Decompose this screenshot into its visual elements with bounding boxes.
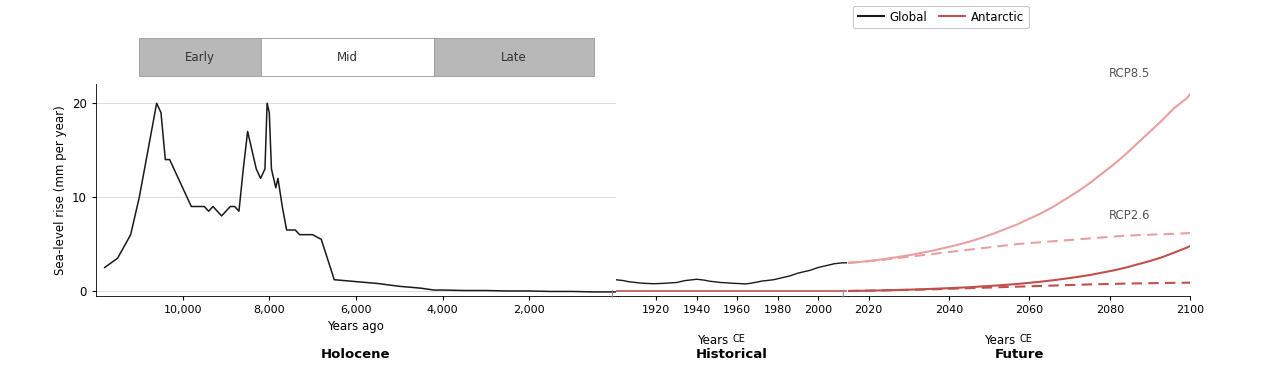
Text: Early: Early <box>186 51 215 63</box>
Bar <box>140 38 261 76</box>
Text: CE: CE <box>1019 334 1032 344</box>
Text: RCP8.5: RCP8.5 <box>1108 67 1151 80</box>
Text: Late: Late <box>502 51 527 63</box>
Bar <box>261 38 434 76</box>
Text: Years: Years <box>984 334 1019 347</box>
Text: Holocene: Holocene <box>321 348 390 361</box>
Text: RCP2.6: RCP2.6 <box>1108 209 1151 222</box>
Bar <box>434 38 594 76</box>
Y-axis label: Sea-level rise (mm per year): Sea-level rise (mm per year) <box>54 105 67 275</box>
Text: Mid: Mid <box>337 51 357 63</box>
Text: Future: Future <box>995 348 1044 361</box>
Legend: Global, Antarctic: Global, Antarctic <box>852 6 1029 28</box>
Text: CE: CE <box>732 334 745 344</box>
Text: Years: Years <box>698 334 732 347</box>
Text: Historical: Historical <box>696 348 768 361</box>
X-axis label: Years ago: Years ago <box>328 320 384 333</box>
